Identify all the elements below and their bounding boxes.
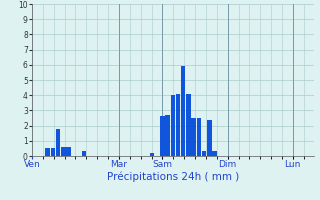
Bar xyxy=(66,147,71,156)
Bar xyxy=(61,147,66,156)
X-axis label: Précipitations 24h ( mm ): Précipitations 24h ( mm ) xyxy=(107,172,239,182)
Bar xyxy=(150,153,154,156)
Bar xyxy=(171,95,175,156)
Bar xyxy=(197,118,201,156)
Bar xyxy=(51,148,55,156)
Bar xyxy=(176,94,180,156)
Bar xyxy=(82,151,86,156)
Bar xyxy=(207,120,212,156)
Bar xyxy=(202,151,206,156)
Bar xyxy=(165,115,170,156)
Bar xyxy=(160,116,164,156)
Bar xyxy=(212,151,217,156)
Bar xyxy=(186,94,191,156)
Bar xyxy=(45,148,50,156)
Bar xyxy=(56,129,60,156)
Bar xyxy=(191,118,196,156)
Bar xyxy=(181,66,186,156)
